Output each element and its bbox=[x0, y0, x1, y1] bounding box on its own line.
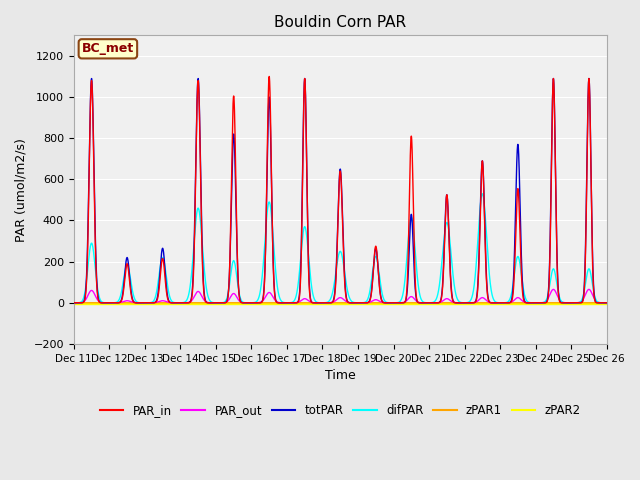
Title: Bouldin Corn PAR: Bouldin Corn PAR bbox=[274, 15, 406, 30]
X-axis label: Time: Time bbox=[325, 369, 356, 382]
Text: BC_met: BC_met bbox=[82, 42, 134, 55]
Legend: PAR_in, PAR_out, totPAR, difPAR, zPAR1, zPAR2: PAR_in, PAR_out, totPAR, difPAR, zPAR1, … bbox=[95, 399, 586, 421]
Y-axis label: PAR (umol/m2/s): PAR (umol/m2/s) bbox=[15, 138, 28, 241]
